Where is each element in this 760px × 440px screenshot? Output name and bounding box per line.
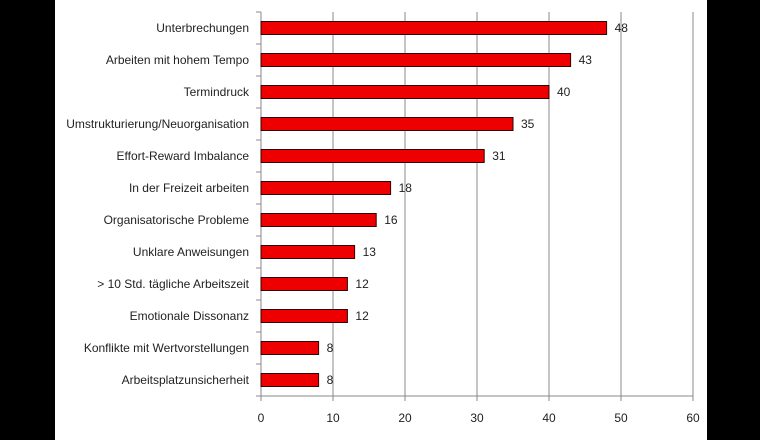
data-label: 16 xyxy=(384,213,398,227)
category-label: Umstrukturierung/Neuorganisation xyxy=(66,117,249,131)
bar xyxy=(260,373,320,387)
category-label: Effort-Reward Imbalance xyxy=(116,149,249,163)
x-tick-label: 30 xyxy=(470,411,484,425)
bar xyxy=(260,21,608,35)
category-label: Organisatorische Probleme xyxy=(104,213,250,227)
data-label: 31 xyxy=(492,149,506,163)
x-tick-label: 20 xyxy=(398,411,412,425)
bar xyxy=(260,117,514,131)
category-label: Emotionale Dissonanz xyxy=(130,309,249,323)
data-label: 48 xyxy=(615,21,629,35)
bar xyxy=(260,309,348,323)
category-label: Unklare Anweisungen xyxy=(133,245,249,259)
category-label: Arbeiten mit hohem Tempo xyxy=(106,53,250,67)
bar xyxy=(260,85,550,99)
x-tick-label: 50 xyxy=(614,411,628,425)
data-label: 8 xyxy=(327,341,334,355)
bar xyxy=(260,213,377,227)
x-tick-label: 0 xyxy=(258,411,265,425)
x-tick-label: 10 xyxy=(326,411,340,425)
data-label: 18 xyxy=(399,181,413,195)
data-label: 13 xyxy=(363,245,377,259)
bar xyxy=(260,277,348,291)
x-tick-label: 60 xyxy=(686,411,700,425)
data-label: 12 xyxy=(355,309,369,323)
category-label: Arbeitsplatzunsicherheit xyxy=(122,373,250,387)
data-label: 8 xyxy=(327,373,334,387)
bar xyxy=(260,53,572,67)
category-label: In der Freizeit arbeiten xyxy=(129,181,249,195)
category-label: > 10 Std. tägliche Arbeitszeit xyxy=(97,277,249,291)
category-label: Termindruck xyxy=(184,85,250,99)
data-label: 40 xyxy=(557,85,571,99)
chart-panel xyxy=(55,0,707,440)
data-label: 43 xyxy=(579,53,593,67)
bar xyxy=(260,341,320,355)
category-label: Unterbrechungen xyxy=(156,21,249,35)
data-label: 12 xyxy=(355,277,369,291)
bar xyxy=(260,181,392,195)
bar xyxy=(260,245,356,259)
bar xyxy=(260,149,485,163)
data-label: 35 xyxy=(521,117,535,131)
x-tick-label: 40 xyxy=(542,411,556,425)
category-label: Konflikte mit Wertvorstellungen xyxy=(84,341,249,355)
